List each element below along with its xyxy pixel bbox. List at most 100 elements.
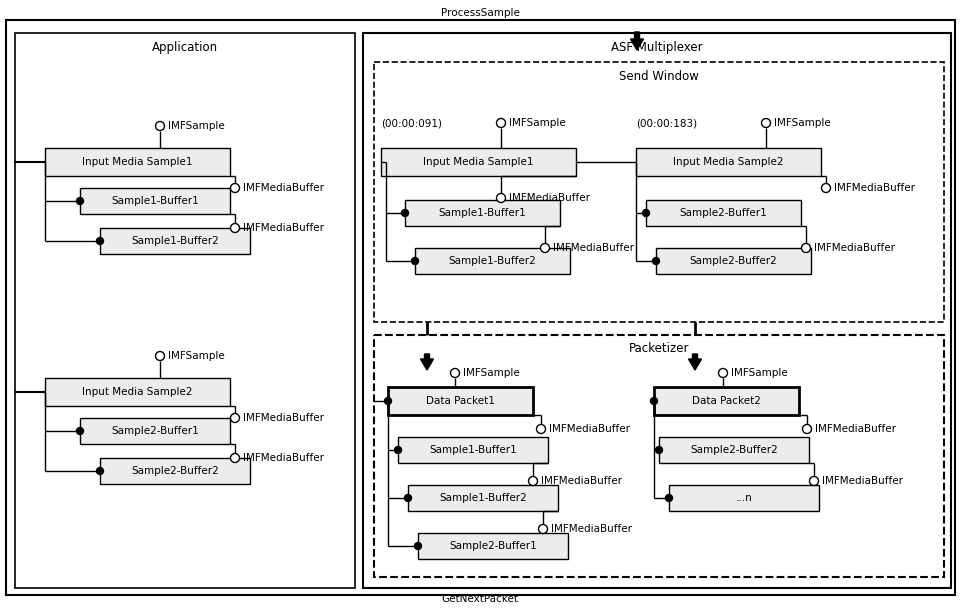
Bar — [100, 458, 250, 484]
Circle shape — [231, 453, 239, 462]
Text: IMFSample: IMFSample — [168, 121, 225, 131]
Bar — [408, 485, 558, 511]
Text: IMFMediaBuffer: IMFMediaBuffer — [549, 424, 630, 434]
Circle shape — [231, 414, 239, 423]
Bar — [80, 418, 230, 444]
Circle shape — [536, 425, 546, 434]
Text: IMFSample: IMFSample — [168, 351, 225, 361]
Text: Input Media Sample2: Input Media Sample2 — [83, 387, 193, 397]
Text: IMFMediaBuffer: IMFMediaBuffer — [243, 183, 324, 193]
Text: Data Packet2: Data Packet2 — [692, 396, 761, 406]
Bar — [100, 228, 250, 254]
Circle shape — [402, 209, 408, 217]
Circle shape — [77, 428, 84, 434]
Circle shape — [96, 237, 104, 245]
Circle shape — [538, 525, 548, 534]
Circle shape — [497, 193, 505, 203]
Bar — [659, 437, 809, 463]
Bar — [374, 335, 944, 577]
Bar — [646, 200, 801, 226]
Text: Sample1-Buffer1: Sample1-Buffer1 — [430, 445, 517, 455]
Text: Input Media Sample1: Input Media Sample1 — [423, 157, 533, 167]
Bar — [80, 188, 230, 214]
Text: Sample1-Buffer2: Sample1-Buffer2 — [131, 236, 219, 246]
Text: IMFSample: IMFSample — [731, 368, 788, 378]
Text: IMFMediaBuffer: IMFMediaBuffer — [834, 183, 915, 193]
Text: IMFMediaBuffer: IMFMediaBuffer — [551, 524, 632, 534]
Text: Sample1-Buffer1: Sample1-Buffer1 — [438, 208, 527, 218]
Bar — [654, 387, 799, 415]
Text: Sample2-Buffer1: Sample2-Buffer1 — [679, 208, 768, 218]
Circle shape — [809, 476, 819, 486]
Circle shape — [655, 447, 662, 453]
Bar — [398, 437, 548, 463]
Circle shape — [96, 467, 104, 475]
Text: IMFMediaBuffer: IMFMediaBuffer — [243, 453, 324, 463]
Circle shape — [395, 447, 402, 453]
Text: Sample1-Buffer1: Sample1-Buffer1 — [111, 196, 199, 206]
Circle shape — [497, 118, 505, 127]
Circle shape — [801, 243, 810, 253]
Circle shape — [643, 209, 650, 217]
Text: ...n: ...n — [735, 493, 752, 503]
Text: IMFMediaBuffer: IMFMediaBuffer — [553, 243, 634, 253]
Circle shape — [822, 184, 830, 193]
Bar — [656, 248, 811, 274]
Circle shape — [156, 121, 164, 131]
Bar — [45, 148, 230, 176]
Bar — [381, 148, 576, 176]
Text: ASF Multiplexer: ASF Multiplexer — [611, 40, 702, 54]
Text: IMFSample: IMFSample — [463, 368, 520, 378]
Text: Sample1-Buffer2: Sample1-Buffer2 — [449, 256, 536, 266]
Text: Sample2-Buffer2: Sample2-Buffer2 — [690, 256, 777, 266]
Bar — [636, 148, 821, 176]
Text: Sample2-Buffer1: Sample2-Buffer1 — [111, 426, 199, 436]
Circle shape — [231, 184, 239, 193]
Circle shape — [802, 425, 811, 434]
Bar — [418, 533, 568, 559]
Text: Data Packet1: Data Packet1 — [426, 396, 495, 406]
Circle shape — [540, 243, 550, 253]
Circle shape — [156, 351, 164, 361]
Text: IMFSample: IMFSample — [509, 118, 566, 128]
Text: GetNextPacket: GetNextPacket — [441, 594, 519, 604]
Text: Input Media Sample2: Input Media Sample2 — [674, 157, 784, 167]
Text: IMFMediaBuffer: IMFMediaBuffer — [243, 223, 324, 233]
Text: IMFMediaBuffer: IMFMediaBuffer — [822, 476, 903, 486]
Circle shape — [405, 495, 411, 501]
Text: Sample1-Buffer2: Sample1-Buffer2 — [439, 493, 527, 503]
Text: Sample2-Buffer2: Sample2-Buffer2 — [690, 445, 777, 455]
Circle shape — [653, 257, 659, 265]
Bar — [669, 485, 819, 511]
Text: IMFMediaBuffer: IMFMediaBuffer — [815, 424, 896, 434]
Bar — [415, 248, 570, 274]
Text: Send Window: Send Window — [619, 70, 699, 82]
Text: IMFSample: IMFSample — [774, 118, 830, 128]
Text: (00:00:183): (00:00:183) — [636, 118, 697, 128]
Circle shape — [651, 398, 657, 404]
Bar — [363, 33, 951, 588]
Text: Input Media Sample1: Input Media Sample1 — [83, 157, 193, 167]
Text: Application: Application — [152, 40, 218, 54]
FancyArrow shape — [421, 354, 433, 370]
Circle shape — [719, 368, 727, 378]
Circle shape — [411, 257, 418, 265]
Bar — [15, 33, 355, 588]
Circle shape — [384, 398, 391, 404]
Text: Sample2-Buffer2: Sample2-Buffer2 — [131, 466, 219, 476]
Text: ProcessSample: ProcessSample — [440, 8, 520, 18]
Text: IMFMediaBuffer: IMFMediaBuffer — [243, 413, 324, 423]
Circle shape — [77, 198, 84, 204]
Circle shape — [529, 476, 537, 486]
FancyArrow shape — [630, 32, 644, 50]
Circle shape — [231, 223, 239, 232]
Bar — [388, 387, 533, 415]
Circle shape — [761, 118, 771, 127]
Circle shape — [666, 495, 673, 501]
Bar — [374, 62, 944, 322]
Text: IMFMediaBuffer: IMFMediaBuffer — [541, 476, 622, 486]
FancyArrow shape — [688, 354, 702, 370]
Bar — [405, 200, 560, 226]
Text: IMFMediaBuffer: IMFMediaBuffer — [509, 193, 590, 203]
Circle shape — [414, 542, 422, 550]
